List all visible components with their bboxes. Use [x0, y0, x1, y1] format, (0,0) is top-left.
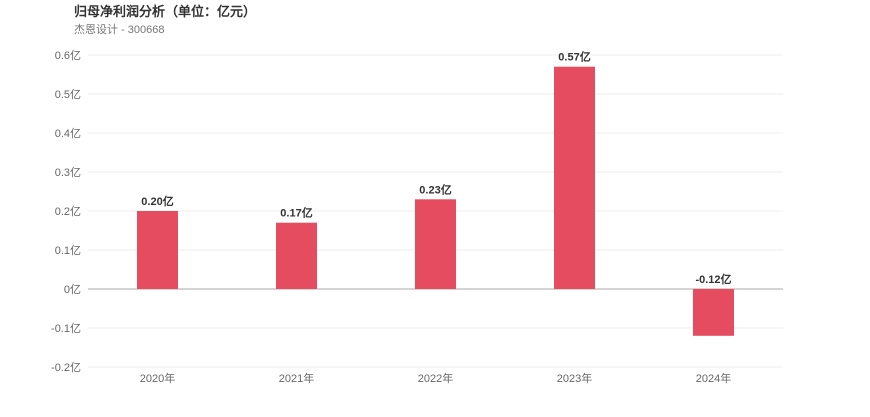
x-tick-label: 2021年	[279, 371, 314, 385]
bar-1[interactable]	[137, 211, 178, 289]
bar-2[interactable]	[276, 222, 317, 289]
data-label: 0.20亿	[141, 194, 173, 208]
x-tick-label: 2024年	[696, 371, 731, 385]
chart-title: 归母净利润分析（单位：亿元）	[74, 4, 257, 19]
grid-layer: 0.6亿 0.5亿 0.4亿 0.3亿 0.2亿 0.1亿 0亿 -0.1亿 -0.2亿	[51, 49, 783, 374]
bar-5[interactable]	[693, 289, 734, 336]
bar-3[interactable]	[415, 199, 456, 289]
y-tick-label: -0.1亿	[51, 322, 81, 335]
chart-subtitle: 杰恩设计 - 300668	[74, 24, 165, 36]
y-tick-label: 0.1亿	[55, 244, 81, 257]
y-tick-label: 0.4亿	[55, 127, 81, 140]
data-label: -0.12亿	[695, 272, 731, 286]
bar-4[interactable]	[554, 66, 595, 289]
y-tick-label: 0.5亿	[55, 88, 81, 101]
y-tick-label: 0.3亿	[55, 166, 81, 179]
y-tick-label: 0亿	[64, 283, 81, 296]
bar-layer	[137, 66, 734, 336]
data-label: 0.17亿	[280, 206, 312, 220]
x-tick-label: 2022年	[418, 371, 453, 385]
y-tick-label: -0.2亿	[51, 361, 81, 374]
data-label: 0.57亿	[558, 50, 590, 64]
x-tick-label: 2023年	[557, 371, 592, 385]
data-label: 0.23亿	[419, 182, 451, 196]
y-tick-label: 0.2亿	[55, 205, 81, 218]
label-layer: 0.20亿 2020年 0.17亿 2021年 0.23亿 2022年 0.57亿 2023年…	[140, 50, 732, 385]
y-tick-label: 0.6亿	[55, 49, 81, 62]
x-tick-label: 2020年	[140, 371, 175, 385]
